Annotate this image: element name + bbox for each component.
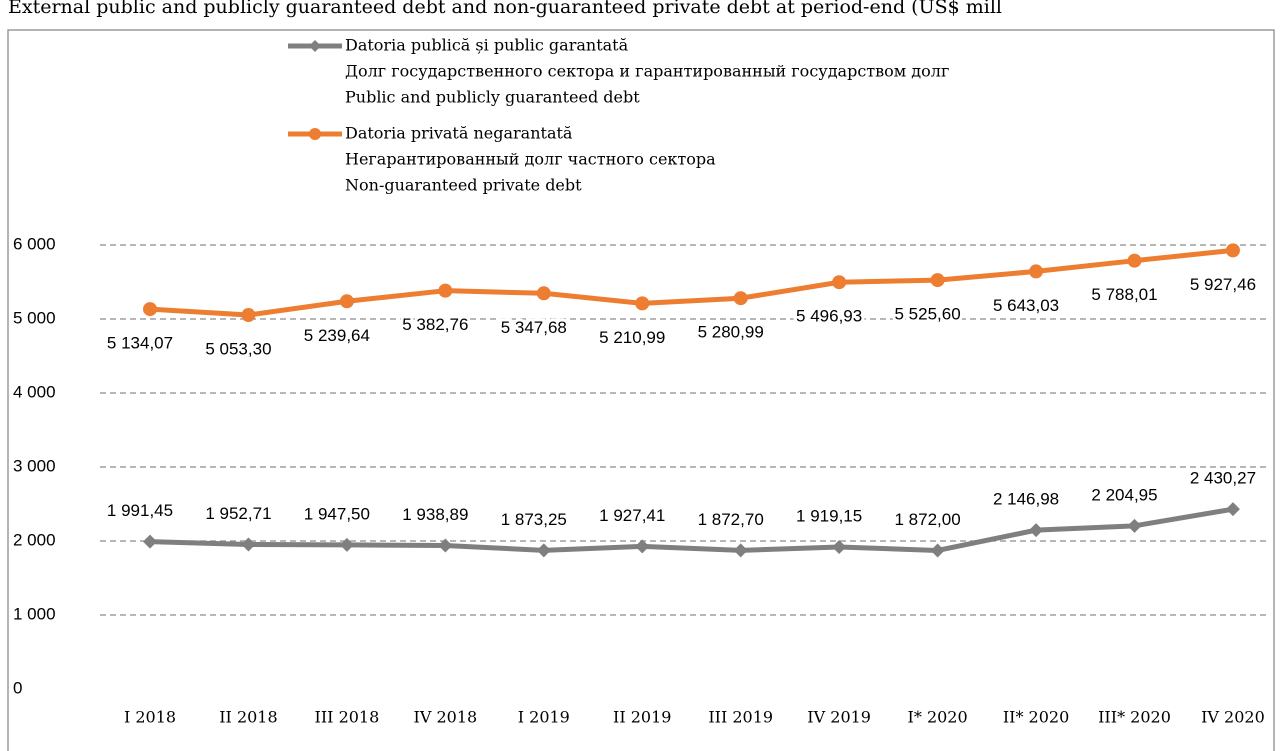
data-label: 5 382,76 xyxy=(402,315,468,334)
marker xyxy=(339,537,354,552)
marker xyxy=(930,543,945,558)
marker xyxy=(143,534,157,549)
legend-label: Non-guaranteed private debt xyxy=(345,176,582,195)
legend-label: Datoria publică și public garantată xyxy=(345,36,629,55)
x-tick-label: IV 2020 xyxy=(1201,708,1265,727)
data-label: 5 496,93 xyxy=(796,307,862,326)
legend-label: Public and publicly guaranteed debt xyxy=(345,88,640,107)
marker xyxy=(241,537,256,552)
marker xyxy=(635,539,650,554)
data-label: 2 430,27 xyxy=(1190,469,1256,488)
x-tick-label: I 2018 xyxy=(124,708,176,727)
legend-label: Долг государственного сектора и гарантир… xyxy=(345,62,949,81)
data-label: 2 146,98 xyxy=(993,490,1059,509)
data-label: 5 210,99 xyxy=(599,328,665,347)
data-label: 5 280,99 xyxy=(698,323,764,342)
marker xyxy=(536,286,551,301)
x-tick-label: IV 2018 xyxy=(414,708,478,727)
marker xyxy=(1225,243,1240,258)
chart-frame xyxy=(7,29,1275,751)
y-tick-label: 6 000 xyxy=(13,234,56,253)
data-label: 5 788,01 xyxy=(1091,285,1157,304)
legend-marker xyxy=(309,128,321,140)
data-label: 1 873,25 xyxy=(501,510,567,529)
data-label: 1 872,70 xyxy=(698,510,764,529)
data-label: 5 347,68 xyxy=(501,318,567,337)
marker xyxy=(339,294,354,309)
legend-label: Datoria privată negarantată xyxy=(345,124,573,143)
data-label: 5 053,30 xyxy=(205,340,271,359)
x-tick-label: IV 2019 xyxy=(807,708,871,727)
y-tick-label: 0 xyxy=(13,678,22,697)
series-line xyxy=(149,247,1234,318)
legend-label: Негарантированный долг частного сектора xyxy=(345,150,716,169)
x-tick-label: II 2018 xyxy=(219,708,277,727)
marker xyxy=(1127,518,1142,533)
y-tick-label: 1 000 xyxy=(13,604,56,623)
y-tick-label: 5 000 xyxy=(13,308,56,327)
marker xyxy=(930,273,945,288)
series-line xyxy=(149,506,1234,553)
marker xyxy=(1225,502,1240,517)
marker xyxy=(1029,264,1044,279)
marker xyxy=(733,543,748,558)
data-label: 1 991,45 xyxy=(107,501,173,520)
x-tick-label: II* 2020 xyxy=(1003,708,1069,727)
chart-title: External public and publicly guaranteed … xyxy=(8,0,1002,18)
data-label: 5 643,03 xyxy=(993,296,1059,315)
marker xyxy=(438,538,453,553)
marker xyxy=(438,283,453,298)
marker xyxy=(1127,253,1142,268)
marker xyxy=(832,275,847,290)
data-label: 5 134,07 xyxy=(107,334,173,353)
data-label: 1 938,89 xyxy=(402,505,468,524)
marker xyxy=(241,308,256,323)
x-tick-label: II 2019 xyxy=(613,708,671,727)
marker xyxy=(733,291,748,306)
data-label: 1 952,71 xyxy=(205,504,271,523)
data-label: 2 204,95 xyxy=(1091,485,1157,504)
data-label: 1 872,00 xyxy=(895,510,961,529)
y-tick-label: 2 000 xyxy=(13,530,56,549)
marker xyxy=(635,296,650,311)
x-tick-label: III 2019 xyxy=(708,708,773,727)
marker xyxy=(143,302,157,317)
data-label: 5 525,60 xyxy=(895,305,961,324)
x-tick-label: III 2018 xyxy=(315,708,380,727)
data-label: 5 927,46 xyxy=(1190,275,1256,294)
x-tick-label: I* 2020 xyxy=(908,708,968,727)
marker xyxy=(832,539,847,554)
marker xyxy=(536,543,551,558)
data-label: 1 927,41 xyxy=(599,506,665,525)
y-tick-label: 3 000 xyxy=(13,456,56,475)
legend-marker xyxy=(309,40,321,52)
data-label: 1 947,50 xyxy=(304,504,370,523)
x-tick-label: III* 2020 xyxy=(1098,708,1171,727)
data-label: 5 239,64 xyxy=(304,326,370,345)
marker xyxy=(1029,523,1044,538)
data-label: 1 919,15 xyxy=(796,506,862,525)
y-tick-label: 4 000 xyxy=(13,382,56,401)
x-tick-label: I 2019 xyxy=(518,708,570,727)
